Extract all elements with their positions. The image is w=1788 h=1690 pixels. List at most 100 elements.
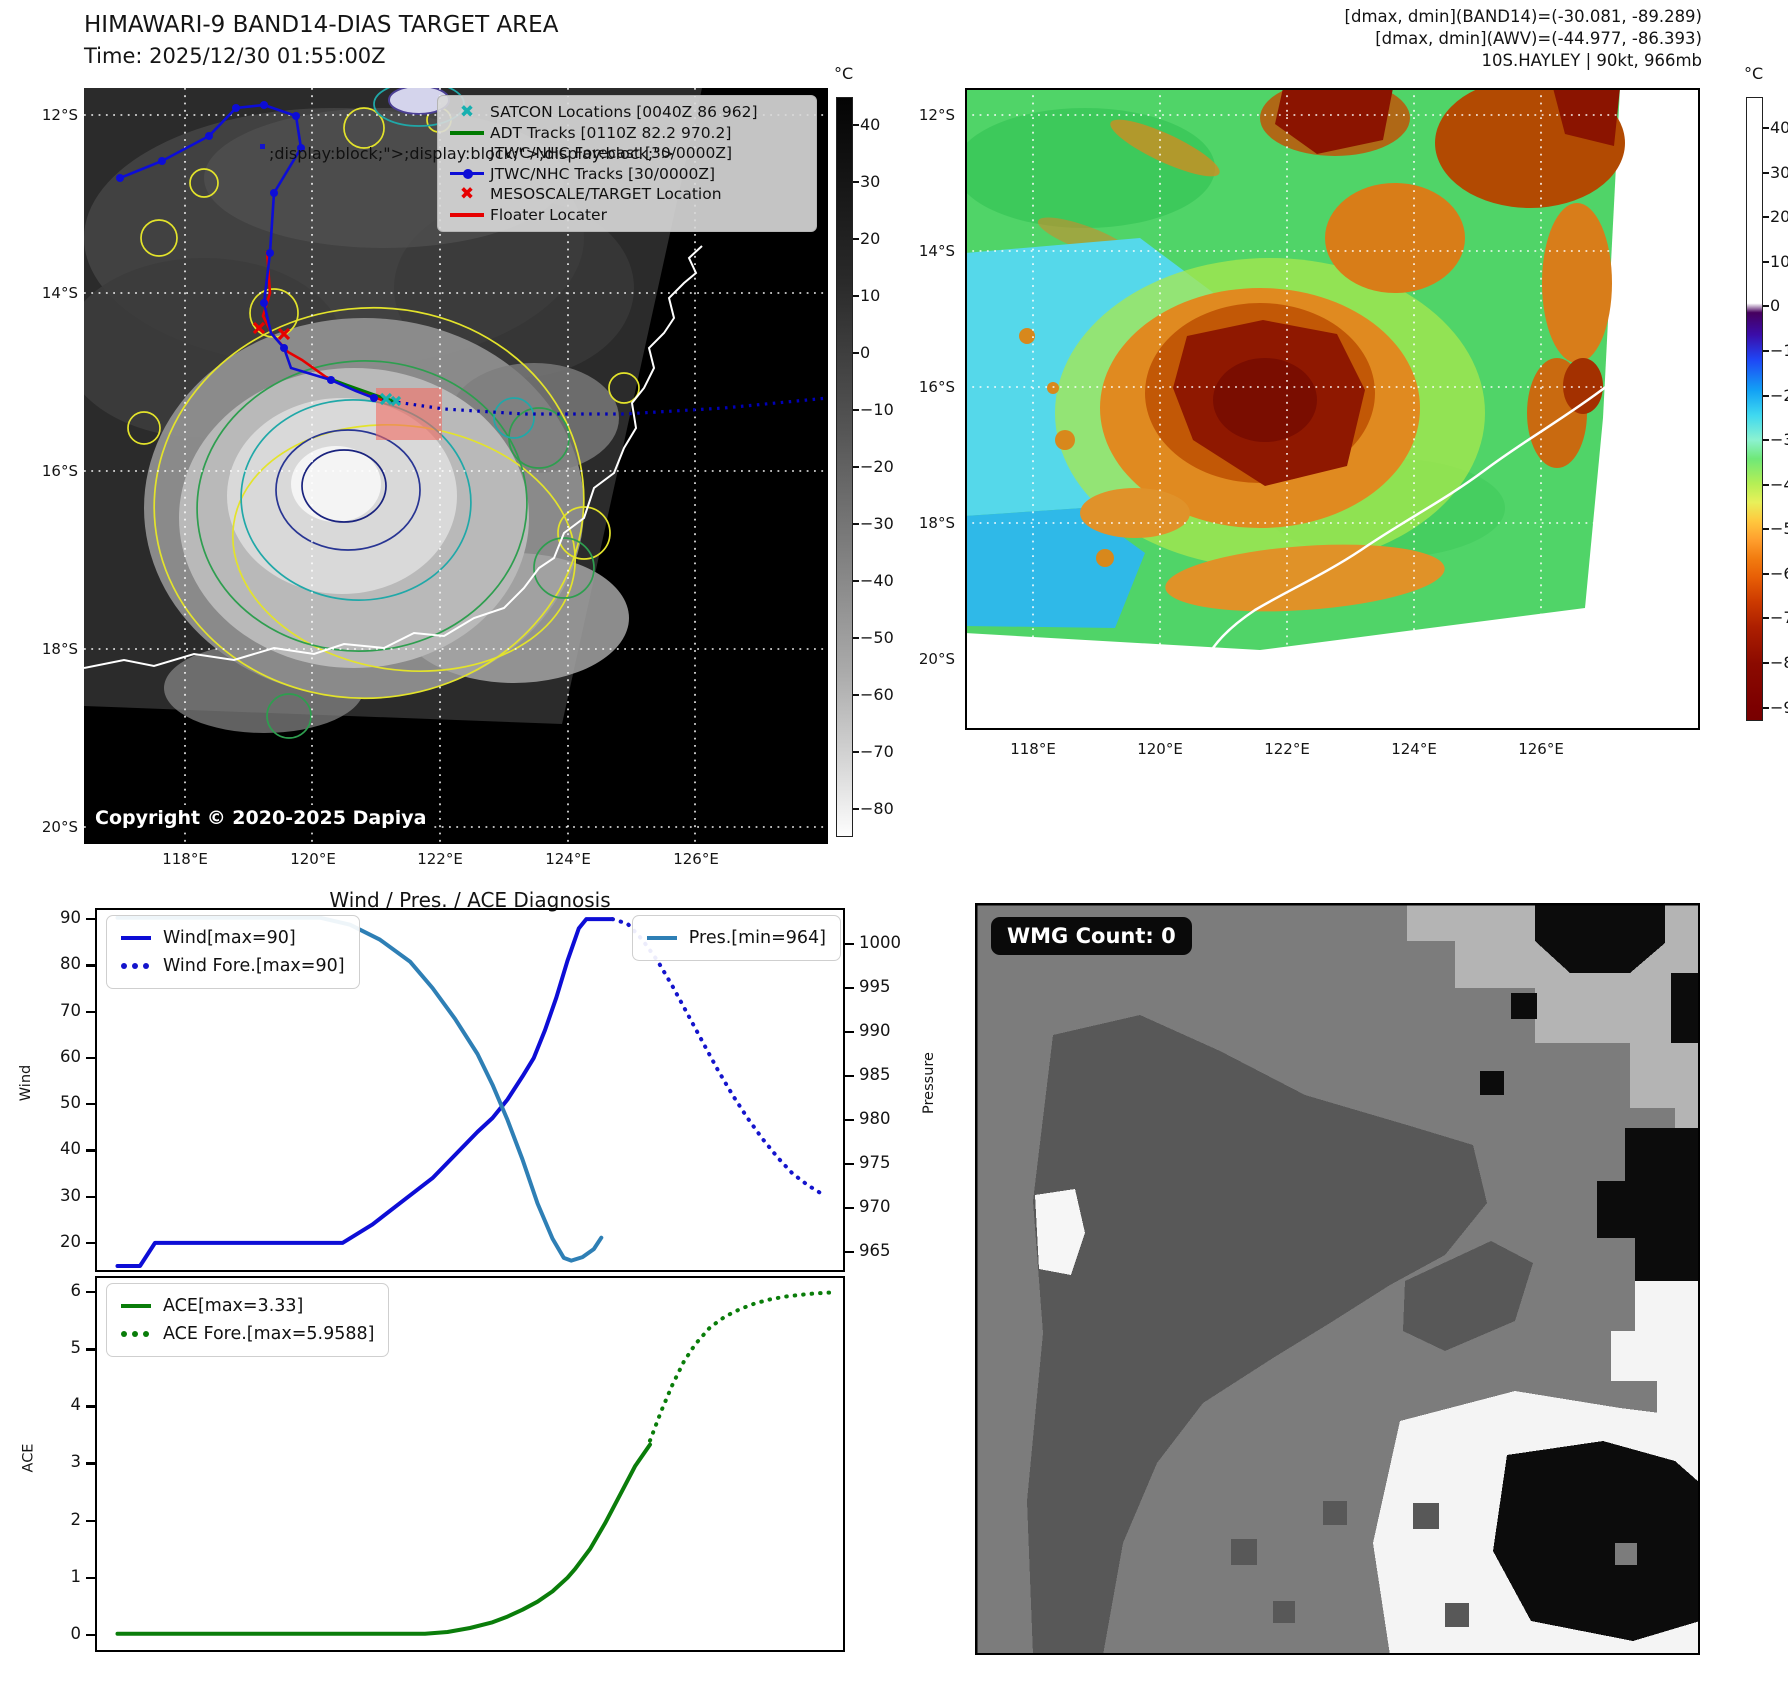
right-map-lon-tick: 124°E xyxy=(1391,740,1437,758)
right-map-lon-tick: 120°E xyxy=(1137,740,1183,758)
right-map-lat-tick: 12°S xyxy=(918,106,955,124)
left-colorbar-tickmark xyxy=(853,636,859,639)
y-tickmark xyxy=(86,1241,95,1245)
y-tickmark xyxy=(86,1291,95,1294)
right-colorbar-tick: 40 xyxy=(1770,118,1788,138)
left-map-lat-tick: 12°S xyxy=(41,106,78,124)
y-tick-label: 90 xyxy=(60,908,81,928)
y-tickmark xyxy=(86,1519,95,1522)
right-colorbar-tick: −50 xyxy=(1770,519,1788,539)
left-colorbar-tickmark xyxy=(853,181,859,184)
y-tick-label: 80 xyxy=(60,954,81,974)
left-colorbar xyxy=(836,97,853,837)
enhanced-ir-canvas xyxy=(965,88,1700,730)
left-colorbar-tick: 20 xyxy=(860,229,881,249)
left-colorbar-tick: 30 xyxy=(860,172,881,192)
y-tickmark xyxy=(86,1405,95,1408)
left-colorbar-tick: −30 xyxy=(860,513,894,533)
right-colorbar-tickmark xyxy=(1763,617,1769,620)
y2-tick-label: 980 xyxy=(859,1108,891,1128)
ace-max-3-33--line xyxy=(115,1442,652,1636)
left-colorbar-tick: 0 xyxy=(860,343,871,363)
right-colorbar-tick: −10 xyxy=(1770,341,1788,361)
dotted-line-icon xyxy=(121,963,163,969)
right-colorbar-tickmark xyxy=(1763,216,1769,219)
left-colorbar-tickmark xyxy=(853,352,859,355)
wind-pressure-chart: Wind[max=90] Wind Fore.[max=90] Pres.[min… xyxy=(95,908,845,1272)
map-legend-row: ✖ MESOSCALE/TARGET Location xyxy=(444,184,806,205)
left-map-lon-tick: 124°E xyxy=(545,850,591,868)
y-tick-label: 40 xyxy=(60,1139,81,1159)
y-tickmark xyxy=(86,1010,95,1013)
left-colorbar-tickmark xyxy=(853,750,859,753)
right-colorbar-tickmark xyxy=(1763,171,1769,174)
y2-tickmark xyxy=(845,1118,854,1122)
right-map-lon-tick: 122°E xyxy=(1264,740,1310,758)
right-colorbar-tick: 30 xyxy=(1770,162,1788,182)
right-colorbar-tick: −20 xyxy=(1770,385,1788,405)
y-tick-label: 50 xyxy=(60,1093,81,1113)
storm-id-intensity: 10S.HAYLEY | 90kt, 966mb xyxy=(1481,51,1702,70)
y2-tick-label: 970 xyxy=(859,1196,891,1216)
y-tickmark xyxy=(86,964,95,967)
map-legend-row: ADT Tracks [0110Z 82.2 970.2] xyxy=(444,123,806,144)
y-tick-label: 0 xyxy=(70,1623,82,1643)
right-colorbar-tick: 0 xyxy=(1770,296,1781,316)
right-colorbar-tickmark xyxy=(1763,439,1769,442)
ace-chart: ACE[max=3.33] ACE Fore.[max=5.9588] xyxy=(95,1276,845,1652)
page-subtitle-time: Time: 2025/12/30 01:55:00Z xyxy=(84,44,386,68)
jtwc-forecast-track-line xyxy=(381,396,828,416)
y2-tickmark xyxy=(845,1206,854,1210)
right-colorbar-tickmark xyxy=(1763,706,1769,709)
ace-axis-label: ACE xyxy=(20,1443,37,1473)
y-tickmark xyxy=(86,1195,95,1198)
chart-legend-label: Wind Fore.[max=90] xyxy=(163,956,345,976)
line-icon xyxy=(444,131,490,135)
y-tick-label: 1 xyxy=(70,1566,82,1586)
x-marker-icon: ✖ xyxy=(459,102,475,123)
ace-chart-legend: ACE[max=3.33] ACE Fore.[max=5.9588] xyxy=(106,1283,390,1357)
band14-satellite-map: ✖ SATCON Locations [0040Z 86 962] ADT Trac… xyxy=(84,88,828,844)
left-map-lat-tick: 18°S xyxy=(41,640,78,658)
ir-scan-region xyxy=(965,88,1625,650)
left-colorbar-unit: °C xyxy=(834,64,854,83)
left-map-lat-tick: 20°S xyxy=(41,818,78,836)
left-map-lat-tick: 16°S xyxy=(41,462,78,480)
y-tickmark xyxy=(86,1103,95,1106)
left-colorbar-tickmark xyxy=(853,807,859,810)
y2-tickmark xyxy=(845,1162,854,1166)
dmax-dmin-band14: [dmax, dmin](BAND14)=(-30.081, -89.289) xyxy=(1344,7,1702,26)
chart-legend-label: ACE[max=3.33] xyxy=(163,1296,304,1316)
map-legend-row: Floater Locater xyxy=(444,205,806,226)
line-icon xyxy=(444,213,490,217)
y-tickmark xyxy=(86,1462,95,1465)
y-tick-label: 4 xyxy=(70,1395,82,1415)
chart-legend-label: ACE Fore.[max=5.9588] xyxy=(163,1324,375,1344)
chart-legend-row: Wind[max=90] xyxy=(121,924,345,952)
map-legend-label: JTWC/NHC Forecast [30/0000Z] xyxy=(490,144,733,163)
left-colorbar-tickmark xyxy=(853,295,859,298)
enhanced-ir-map xyxy=(965,88,1700,730)
mesoscale-x-markers xyxy=(252,321,291,341)
pres-min-964--line xyxy=(115,915,604,1263)
left-colorbar-tick: 40 xyxy=(860,115,881,135)
wmg-panel: WMG Count: 0 xyxy=(975,903,1700,1655)
left-colorbar-tickmark xyxy=(853,693,859,696)
line-icon xyxy=(121,936,163,940)
y2-tickmark xyxy=(845,1030,854,1034)
right-colorbar-tick: −80 xyxy=(1770,653,1788,673)
storm-stats-header: [dmax, dmin](BAND14)=(-30.081, -89.289) … xyxy=(1000,6,1702,72)
y-tickmark xyxy=(86,918,95,921)
right-colorbar-tick: −30 xyxy=(1770,430,1788,450)
right-colorbar-tickmark xyxy=(1763,127,1769,130)
y-tick-label: 3 xyxy=(70,1452,82,1472)
right-colorbar-tickmark xyxy=(1763,394,1769,397)
y-tick-label: 30 xyxy=(60,1185,81,1205)
right-colorbar-tickmark xyxy=(1763,662,1769,665)
dmax-dmin-awv: [dmax, dmin](AWV)=(-44.977, -86.393) xyxy=(1375,29,1702,48)
left-colorbar-tickmark xyxy=(853,124,859,127)
right-colorbar-tickmark xyxy=(1763,260,1769,263)
y-tickmark xyxy=(86,1348,95,1351)
wind-chart-legend: Wind[max=90] Wind Fore.[max=90] xyxy=(106,915,360,989)
